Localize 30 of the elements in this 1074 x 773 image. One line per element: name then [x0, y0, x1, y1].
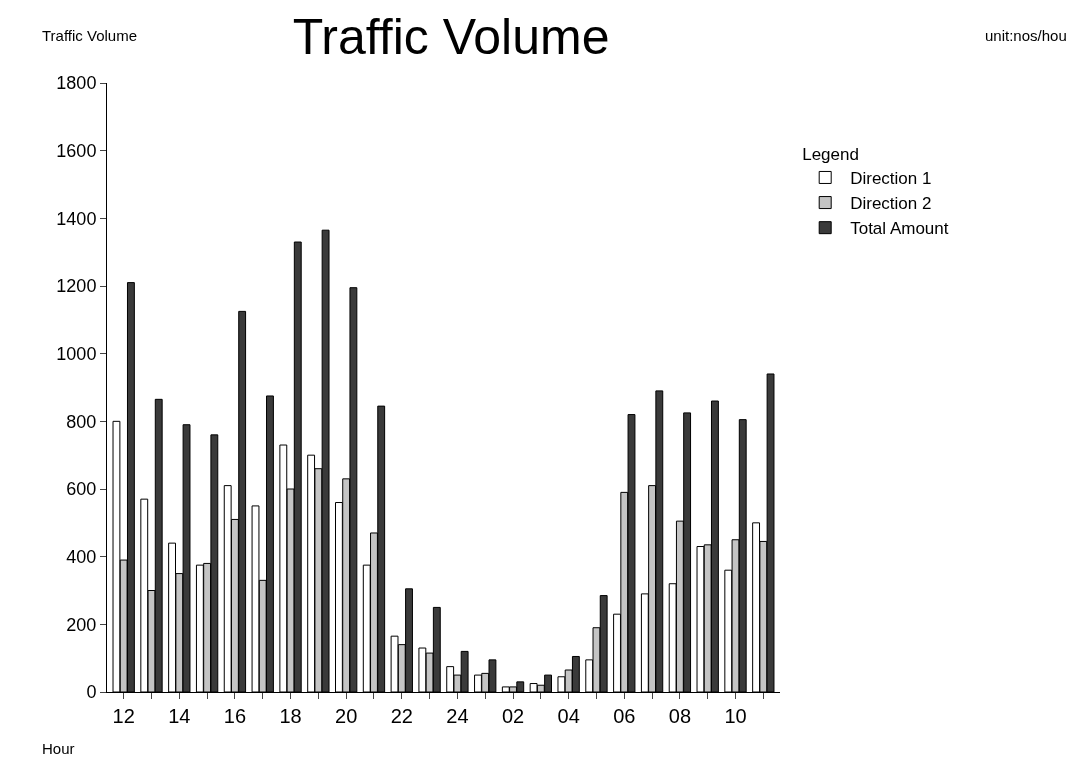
legend-label: Total Amount: [850, 219, 949, 239]
x-tick-label: 10: [724, 705, 747, 727]
y-tick-label: 400: [66, 546, 97, 567]
y-tick-label: 1400: [56, 208, 97, 229]
text: unit:nos/hou: [985, 27, 1067, 44]
y-tick-label: 800: [66, 411, 97, 432]
y-tick-label: 200: [66, 614, 97, 635]
x-tick-label: 08: [668, 705, 692, 727]
x-tick-label: 02: [501, 705, 525, 727]
y-tick-label: 1200: [56, 276, 97, 297]
x-tick-label: 14: [168, 705, 191, 727]
y-tick-label: 1800: [56, 73, 97, 94]
y-tick-label: 0: [86, 682, 97, 703]
y-axis-title: Traffic Volume: [42, 27, 138, 44]
x-tick-label: 04: [557, 705, 580, 727]
chart-title: Traffic Volume: [292, 9, 610, 66]
x-tick-label: 06: [613, 705, 636, 727]
x-tick-label: 16: [223, 705, 247, 727]
legend-label: Direction 1: [850, 169, 932, 189]
x-tick-label: 20: [335, 705, 358, 727]
x-axis-title: Hour: [42, 740, 75, 757]
x-tick-label: 22: [390, 705, 413, 727]
x-tick-label: 24: [446, 705, 469, 727]
x-tick-label: 12: [112, 705, 135, 727]
x-tick-label: 18: [279, 705, 302, 727]
y-tick-label: 1000: [56, 343, 97, 364]
legend-title: Legend: [802, 144, 859, 164]
legend-label: Direction 2: [850, 194, 932, 214]
y-tick-label: 600: [66, 479, 97, 500]
y-tick-label: 1600: [56, 140, 97, 161]
